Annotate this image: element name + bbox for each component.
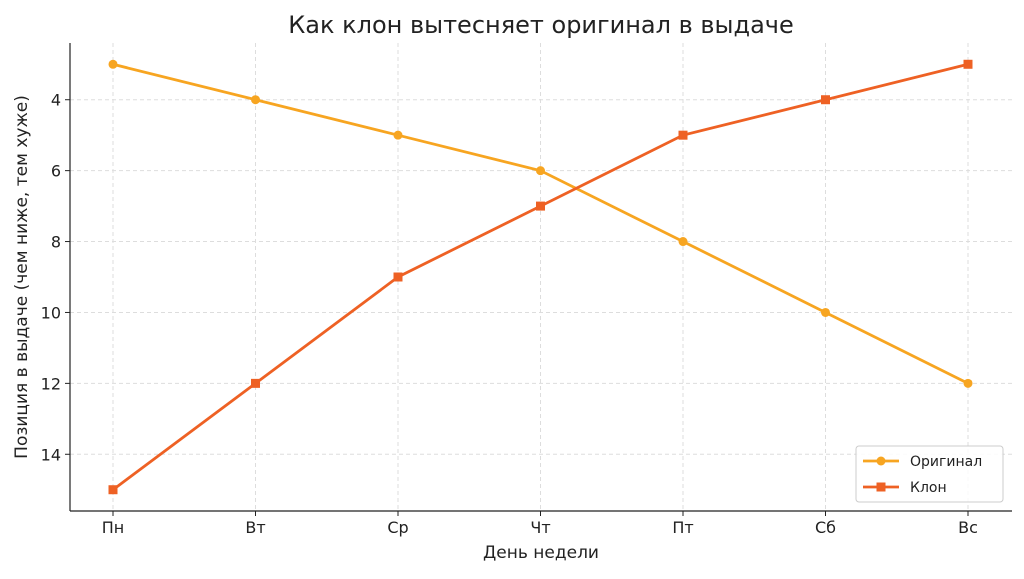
data-point xyxy=(678,237,688,247)
x-tick-label: Вс xyxy=(958,518,978,537)
y-ticks: 4 6 8 10 12 14 xyxy=(41,91,70,464)
x-tick-label: Чт xyxy=(530,518,550,537)
x-tick-label: Ср xyxy=(387,518,408,537)
legend-marker xyxy=(876,482,886,492)
legend-label: Клон xyxy=(910,480,947,496)
data-point xyxy=(108,59,118,69)
y-tick-label: 8 xyxy=(51,233,61,252)
y-tick-label: 4 xyxy=(51,91,61,110)
y-axis-label: Позиция в выдаче (чем ниже, тем хуже) xyxy=(12,95,32,459)
chart-title: Как клон вытесняет оригинал в выдаче xyxy=(288,11,793,39)
data-point xyxy=(536,201,545,211)
y-tick-label: 12 xyxy=(41,374,61,393)
x-tick-label: Пт xyxy=(672,518,693,537)
y-tick-label: 6 xyxy=(51,162,61,181)
data-point xyxy=(108,485,118,495)
x-tick-label: Вт xyxy=(245,518,265,537)
data-point xyxy=(963,378,973,388)
data-point xyxy=(678,130,688,140)
data-point xyxy=(821,307,830,317)
grid xyxy=(70,43,1012,511)
series-line xyxy=(112,62,969,385)
x-ticks: Пн Вт Ср Чт Пт Сб Вс xyxy=(102,511,978,537)
x-axis-label: День недели xyxy=(483,543,599,563)
data-point xyxy=(251,95,260,105)
data-point xyxy=(393,272,403,282)
legend: Оригинал Клон xyxy=(855,445,1004,503)
series-0 xyxy=(108,59,973,388)
y-tick-label: 10 xyxy=(41,303,61,322)
series-layer xyxy=(108,59,973,495)
data-point xyxy=(393,130,403,140)
data-point xyxy=(251,378,260,388)
data-point xyxy=(963,59,973,69)
legend-marker xyxy=(876,456,886,466)
y-tick-label: 14 xyxy=(41,445,61,464)
data-point xyxy=(821,95,830,105)
series-1 xyxy=(108,59,973,495)
data-point xyxy=(536,166,545,176)
x-tick-label: Пн xyxy=(102,518,125,537)
x-tick-label: Сб xyxy=(815,518,836,537)
legend-label: Оригинал xyxy=(910,454,982,470)
